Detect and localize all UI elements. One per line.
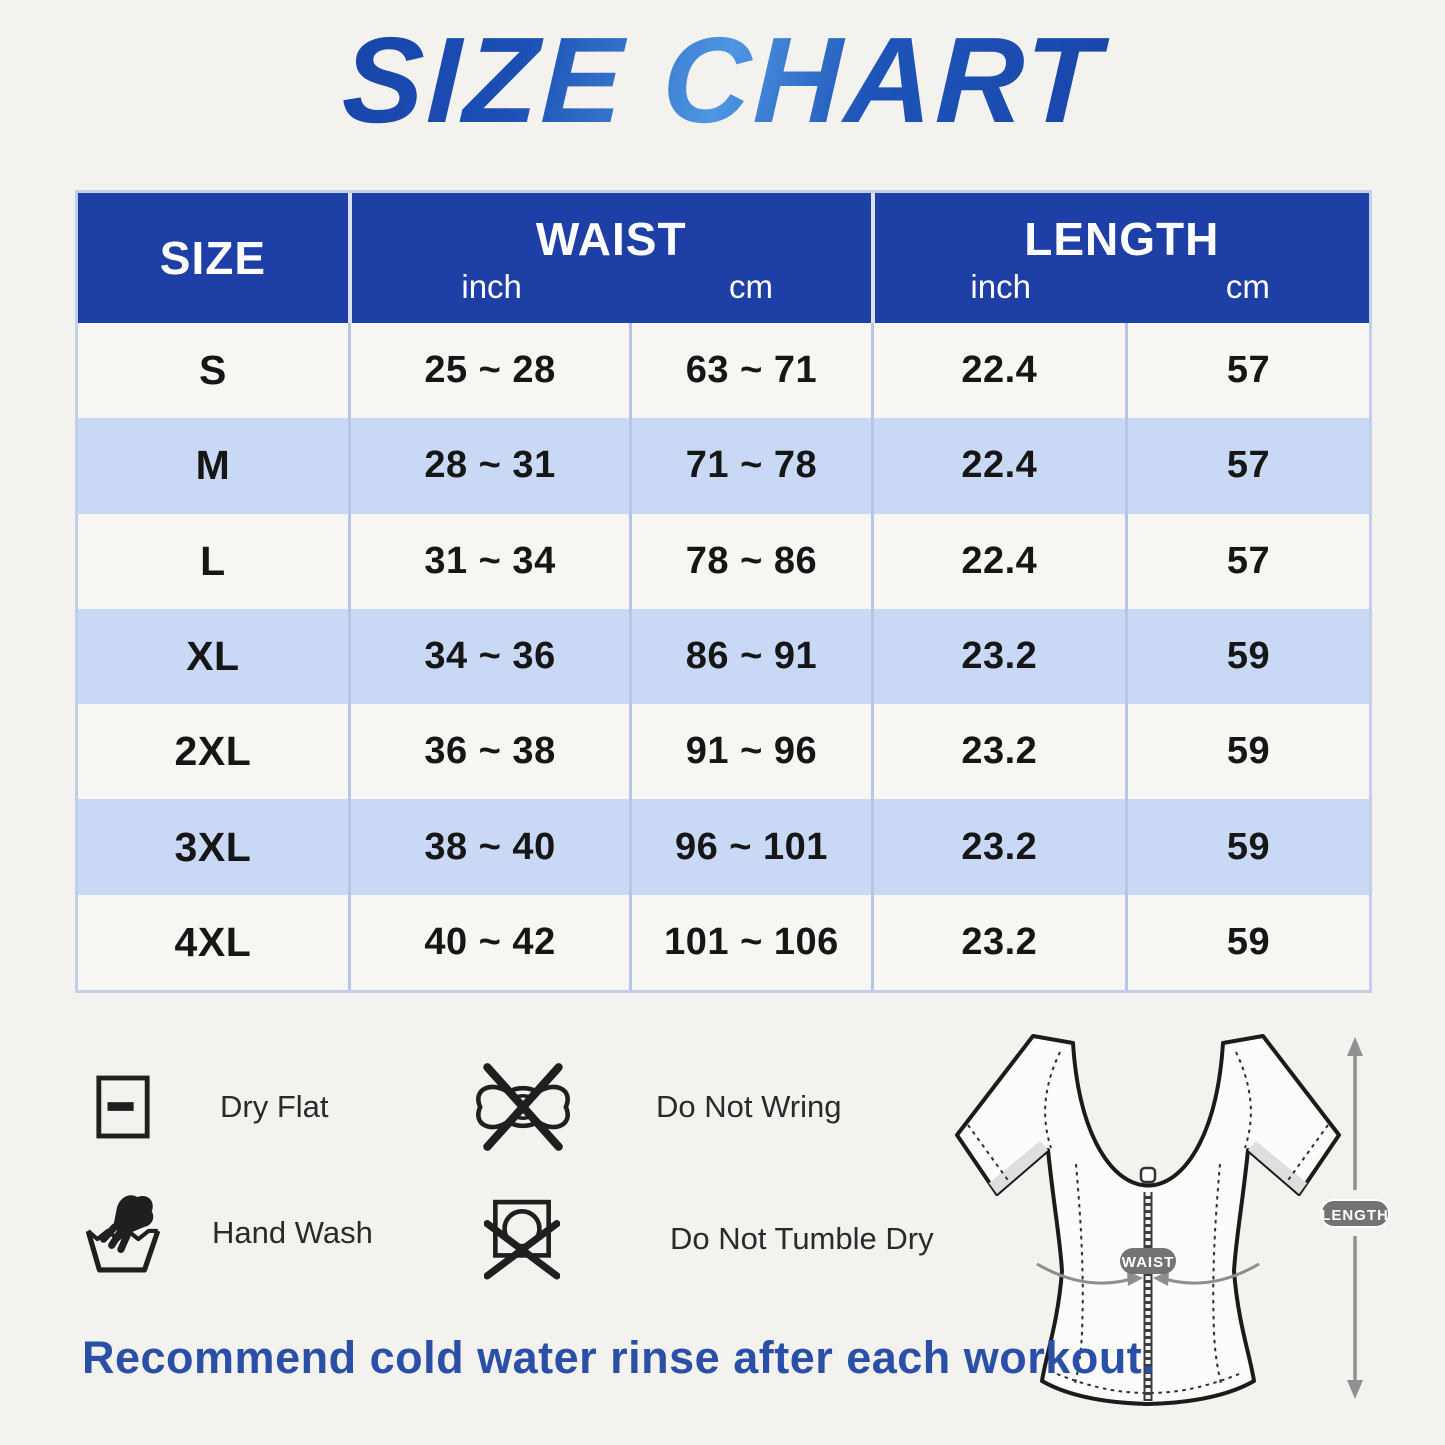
header-cell-waist-inch: inch <box>461 268 522 305</box>
cell-waist-inch: 38 ~ 40 <box>347 799 629 895</box>
table-row-s: S 25 ~ 28 63 ~ 71 22.4 57 <box>78 323 1369 419</box>
header-cell-waist-cm: cm <box>729 268 774 305</box>
cell-length-inch: 23.2 <box>870 894 1125 990</box>
length-pill <box>1320 1199 1390 1228</box>
cell-length-cm: 59 <box>1124 894 1369 990</box>
zipper <box>1139 1166 1157 1401</box>
cell-size: S <box>198 347 227 394</box>
table-row-2xl: 2XL 36 ~ 38 91 ~ 96 23.2 59 <box>78 704 1369 800</box>
size-table: SIZE WAIST inch cm LENGTH inch cm S 25 ~… <box>75 190 1372 993</box>
size-table-body: S 25 ~ 28 63 ~ 71 22.4 57 M 28 ~ 31 71 ~… <box>78 323 1369 990</box>
garment-diagram: WAIST LENGTH <box>955 1034 1390 1406</box>
length-pill-label: LENGTH <box>1321 1207 1389 1224</box>
care-item-do-not-wring: Do Not Wring <box>470 1062 842 1152</box>
cell-waist-inch: 28 ~ 31 <box>347 418 629 514</box>
care-item-dry-flat: Dry Flat <box>94 1074 329 1140</box>
cell-waist-cm: 86 ~ 91 <box>629 608 870 705</box>
cell-waist-cm: 78 ~ 86 <box>629 513 870 609</box>
size-table-header: SIZE WAIST inch cm LENGTH inch cm <box>78 193 1369 323</box>
cell-size: M <box>195 442 231 489</box>
cell-size: L <box>200 537 226 584</box>
cell-waist-cm: 71 ~ 78 <box>629 418 870 514</box>
dry-flat-icon <box>96 1075 150 1139</box>
header-group-length: LENGTH inch cm <box>870 193 1369 323</box>
cell-length-cm: 59 <box>1124 608 1369 705</box>
header-cell-length-inch: inch <box>970 268 1031 305</box>
cell-length-cm: 57 <box>1124 323 1369 419</box>
cell-length-inch: 23.2 <box>870 704 1125 800</box>
cell-waist-inch: 31 ~ 34 <box>347 513 629 609</box>
cell-size: XL <box>186 632 240 679</box>
waist-pill <box>1120 1248 1176 1274</box>
table-row-4xl: 4XL 40 ~ 42 101 ~ 106 23.2 59 <box>78 894 1369 990</box>
cell-length-inch: 23.2 <box>870 608 1125 705</box>
hand-wash-icon <box>86 1195 161 1273</box>
cell-length-cm: 57 <box>1124 418 1369 514</box>
care-label: Do Not Tumble Dry <box>670 1221 934 1256</box>
cell-size: 2XL <box>174 728 252 775</box>
header-cell-length: LENGTH <box>1024 213 1220 265</box>
cell-waist-cm: 91 ~ 96 <box>629 704 870 800</box>
table-row-xl: XL 34 ~ 36 86 ~ 91 23.2 59 <box>78 608 1369 705</box>
waist-pill-label: WAIST <box>1122 1254 1175 1271</box>
care-item-do-not-tumble-dry: Do Not Tumble Dry <box>484 1198 934 1280</box>
cell-waist-cm: 96 ~ 101 <box>629 799 870 895</box>
cell-length-cm: 59 <box>1124 799 1369 895</box>
cell-waist-cm: 63 ~ 71 <box>629 323 870 419</box>
cell-size: 4XL <box>174 918 252 965</box>
cell-waist-inch: 36 ~ 38 <box>347 704 629 800</box>
waist-arrow <box>1036 1262 1260 1286</box>
cell-waist-inch: 25 ~ 28 <box>347 323 629 419</box>
cell-waist-inch: 40 ~ 42 <box>347 894 629 990</box>
header-cell-size: SIZE <box>159 232 267 284</box>
cell-length-cm: 57 <box>1124 513 1369 609</box>
care-label: Dry Flat <box>220 1089 329 1124</box>
table-row-m: M 28 ~ 31 71 ~ 78 22.4 57 <box>78 418 1369 514</box>
cell-size: 3XL <box>174 823 252 870</box>
cell-waist-cm: 101 ~ 106 <box>629 894 870 990</box>
care-label: Do Not Wring <box>656 1089 842 1124</box>
cell-length-inch: 22.4 <box>870 323 1125 419</box>
table-row-l: L 31 ~ 34 78 ~ 86 22.4 57 <box>78 513 1369 609</box>
cell-length-inch: 22.4 <box>870 418 1125 514</box>
care-label: Hand Wash <box>212 1215 373 1250</box>
cell-waist-inch: 34 ~ 36 <box>347 608 629 705</box>
header-group-waist: WAIST inch cm <box>347 193 871 323</box>
page-title: SIZE CHART <box>0 10 1445 150</box>
footer-note: Recommend cold water rinse after each wo… <box>82 1332 1156 1383</box>
do-not-tumble-dry-icon <box>484 1199 560 1280</box>
care-item-hand-wash: Hand Wash <box>86 1192 373 1274</box>
cell-length-inch: 23.2 <box>870 799 1125 895</box>
table-row-3xl: 3XL 38 ~ 40 96 ~ 101 23.2 59 <box>78 799 1369 895</box>
cell-length-inch: 22.4 <box>870 513 1125 609</box>
cell-length-cm: 59 <box>1124 704 1369 800</box>
length-arrow <box>1347 1037 1363 1399</box>
do-not-wring-icon <box>476 1063 570 1151</box>
header-cell-length-cm: cm <box>1225 268 1270 305</box>
header-cell-waist: WAIST <box>535 213 687 265</box>
